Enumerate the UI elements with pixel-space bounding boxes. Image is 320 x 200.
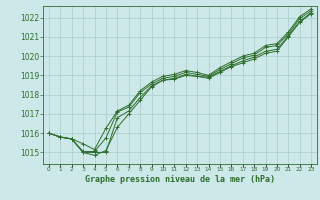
X-axis label: Graphe pression niveau de la mer (hPa): Graphe pression niveau de la mer (hPa): [85, 175, 275, 184]
